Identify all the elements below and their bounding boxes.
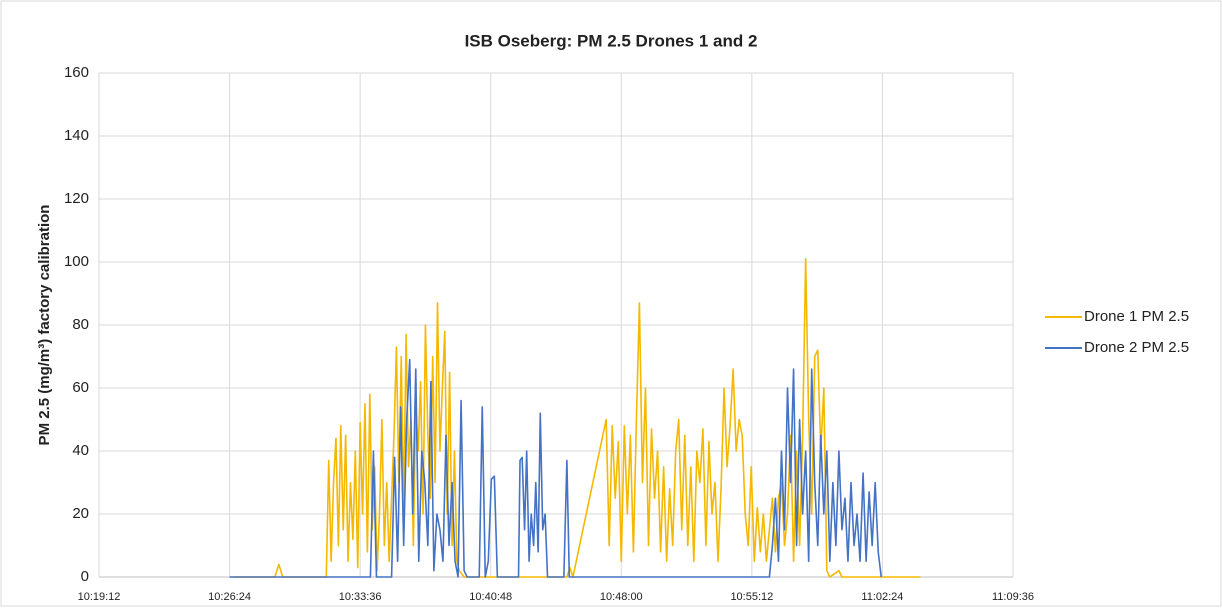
legend-label: Drone 2 PM 2.5 <box>1084 339 1189 356</box>
x-tick-label: 10:40:48 <box>469 591 512 603</box>
x-tick-label: 10:26:24 <box>208 591 251 603</box>
data-line <box>229 358 883 578</box>
data-line <box>232 258 921 578</box>
y-tick-label: 140 <box>64 127 89 144</box>
y-axis-label: PM 2.5 (mg/m³) factory calibration <box>36 205 53 446</box>
x-tick-label: 10:48:00 <box>600 591 643 603</box>
x-tick-label: 10:33:36 <box>339 591 382 603</box>
y-tick-label: 0 <box>81 568 89 585</box>
y-tick-label: 40 <box>72 442 89 459</box>
y-tick-label: 80 <box>72 316 89 333</box>
x-tick-label: 10:19:12 <box>78 591 121 603</box>
legend-label: Drone 1 PM 2.5 <box>1084 308 1189 325</box>
x-tick-label: 10:55:12 <box>730 591 773 603</box>
y-tick-label: 120 <box>64 190 89 207</box>
x-tick-label: 11:02:24 <box>861 591 903 603</box>
chart-title: ISB Oseberg: PM 2.5 Drones 1 and 2 <box>465 31 758 50</box>
x-tick-label: 11:09:36 <box>992 591 1034 603</box>
y-tick-label: 160 <box>64 64 89 81</box>
y-tick-label: 60 <box>72 379 89 396</box>
y-tick-label: 20 <box>72 505 89 522</box>
y-tick-label: 100 <box>64 253 89 270</box>
